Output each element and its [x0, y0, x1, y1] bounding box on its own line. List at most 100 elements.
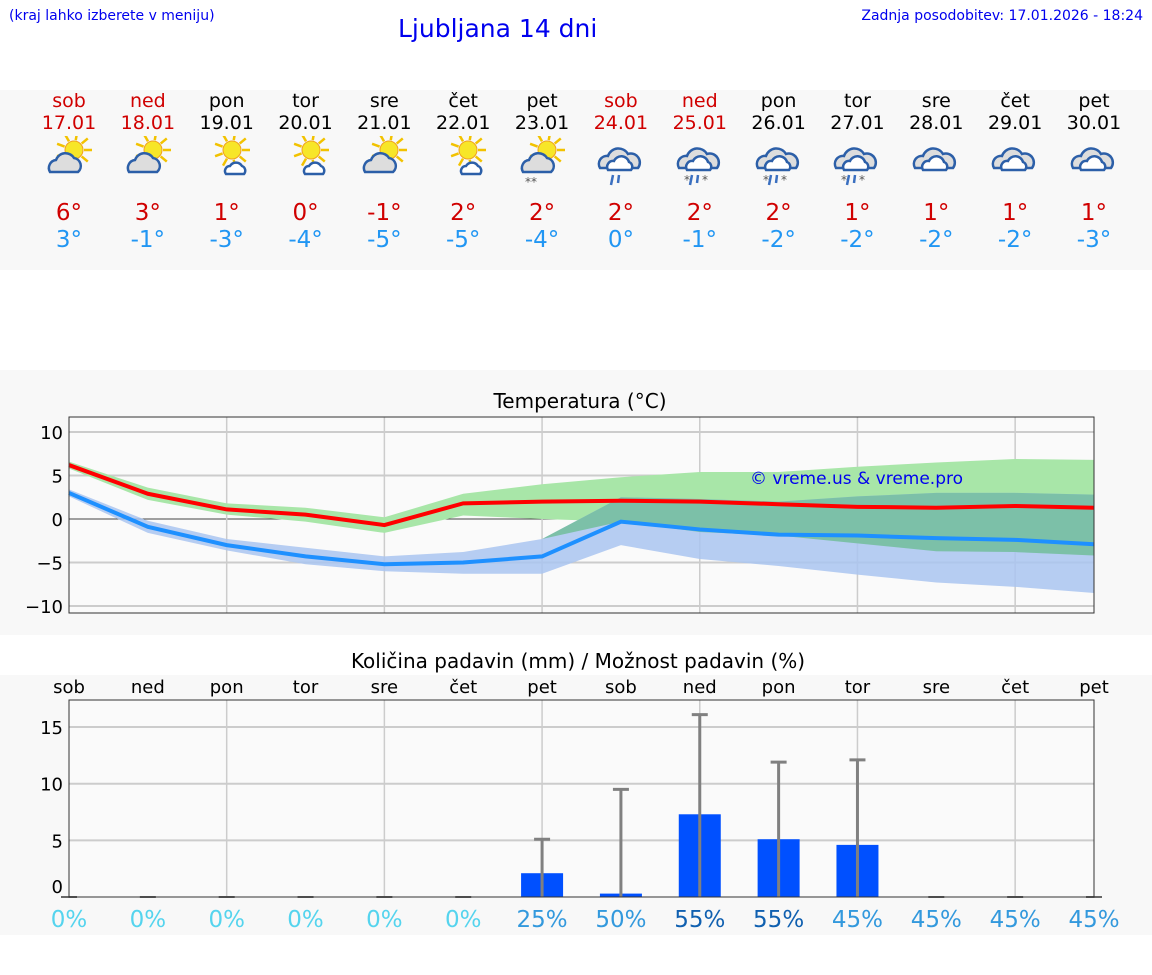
precip-probability: 0% [445, 907, 482, 933]
day-date: 24.01 [593, 112, 649, 134]
mostly-sunny-icon [214, 136, 250, 176]
cloudy-sleet-icon: * * [755, 147, 799, 186]
day-name: ned [681, 90, 718, 112]
precip-probability: 55% [674, 907, 725, 933]
mostly-sunny-icon [450, 136, 487, 176]
day-date: 30.01 [1066, 112, 1122, 134]
precip-probability: 45% [990, 907, 1041, 933]
svg-text:*: * [841, 173, 847, 186]
y-tick-label: 0 [52, 877, 63, 898]
overcast-icon [912, 147, 957, 172]
precip-probability: 45% [832, 907, 883, 933]
day-date: 27.01 [830, 112, 885, 134]
temp-max: 3° [134, 200, 161, 226]
min-temp-line [68, 491, 1095, 567]
category-label: tor [293, 677, 319, 698]
temp-min: -5° [446, 227, 481, 253]
category-label: čet [449, 677, 477, 698]
day-name: sob [52, 90, 86, 112]
temp-min: 3° [55, 227, 83, 253]
cloudy-rain-icon [597, 147, 641, 186]
category-label: čet [1001, 677, 1029, 698]
day-date: 25.01 [672, 112, 727, 134]
precip-probability: 0% [366, 907, 403, 933]
day-date: 28.01 [909, 112, 964, 134]
category-label: pet [527, 677, 557, 698]
location-hint: (kraj lahko izberete v meniju) [9, 8, 215, 24]
sun-icon [450, 136, 487, 168]
temp-max: 2° [607, 200, 634, 226]
day-name: ned [129, 90, 166, 112]
precip-chart-title: Količina padavin (mm) / Možnost padavin … [351, 649, 805, 673]
temp-max: 2° [686, 200, 713, 226]
day-date: 22.01 [436, 112, 491, 134]
svg-text:**: ** [525, 175, 537, 186]
temp-plot-frame [68, 416, 1095, 614]
temp-min: -4° [288, 227, 323, 253]
svg-text:*: * [781, 173, 787, 186]
day-name: pon [208, 90, 245, 112]
category-label: pon [762, 677, 796, 698]
day-date: 17.01 [41, 112, 97, 134]
svg-text:*: * [859, 173, 865, 186]
partly-cloudy-snow-icon: ** [520, 136, 566, 186]
y-tick-label: −5 [36, 554, 63, 575]
temp-min: -2° [761, 227, 796, 253]
precip-probability: 50% [595, 907, 646, 933]
overcast-icon [991, 147, 1036, 172]
precip-probability: 45% [911, 907, 962, 933]
day-name: pet [1078, 90, 1110, 112]
temp-max: 0° [292, 200, 319, 226]
overcast-icon [1070, 147, 1115, 172]
day-name: sob [604, 90, 638, 112]
category-label: pet [1079, 677, 1109, 698]
max-temp-line [68, 463, 1095, 528]
day-date: 21.01 [357, 112, 412, 134]
day-name: sre [921, 90, 951, 112]
precip-probability: 0% [51, 907, 88, 933]
category-label: pon [210, 677, 244, 698]
day-date: 18.01 [120, 112, 176, 134]
daily-forecast-strip: sob 17.01 6° 3° ned 18.01 3° -1° pon 19.01… [0, 90, 1152, 270]
precip-plot-frame [68, 699, 1095, 898]
precip-probability: 0% [287, 907, 324, 933]
temp-max: 1° [1080, 200, 1108, 226]
cloudy-sleet-icon: * * [676, 147, 720, 186]
temp-max: 1° [844, 200, 871, 226]
precip-probability: 0% [208, 907, 245, 933]
temp-min: -2° [997, 227, 1033, 253]
partly-cloudy-icon [47, 136, 92, 174]
svg-text:*: * [763, 173, 769, 186]
temp-min: -4° [524, 227, 560, 253]
category-label: sre [923, 677, 950, 698]
temp-max: -1° [367, 200, 402, 226]
temp-max: 1° [1002, 200, 1029, 226]
temp-min: -2° [840, 227, 875, 253]
last-updated: Zadnja posodobitev: 17.01.2026 - 18:24 [861, 8, 1143, 24]
mostly-sunny-icon [293, 136, 329, 176]
category-label: sob [53, 677, 85, 698]
y-tick-label: −10 [25, 597, 63, 618]
temp-min: -2° [919, 227, 954, 253]
day-name: sre [369, 90, 399, 112]
y-tick-label: 5 [52, 467, 63, 488]
temp-max: 6° [55, 200, 83, 226]
temp-max: 1° [213, 200, 240, 226]
temp-min: -3° [1076, 227, 1112, 253]
cloudy-sleet-icon: * * [834, 147, 878, 186]
day-date: 26.01 [751, 112, 806, 134]
svg-text:*: * [702, 173, 708, 186]
day-name: pon [760, 90, 797, 112]
category-label: sob [605, 677, 637, 698]
temp-max: 2° [765, 200, 792, 226]
y-tick-label: 15 [40, 718, 63, 739]
day-date: 29.01 [987, 112, 1043, 134]
day-name: čet [1000, 90, 1030, 112]
category-label: ned [683, 677, 717, 698]
precip-probability: 25% [517, 907, 568, 933]
precip-plot-area [69, 700, 1094, 897]
day-date: 20.01 [278, 112, 333, 134]
day-date: 23.01 [514, 112, 570, 134]
temp-max: 2° [450, 200, 477, 226]
